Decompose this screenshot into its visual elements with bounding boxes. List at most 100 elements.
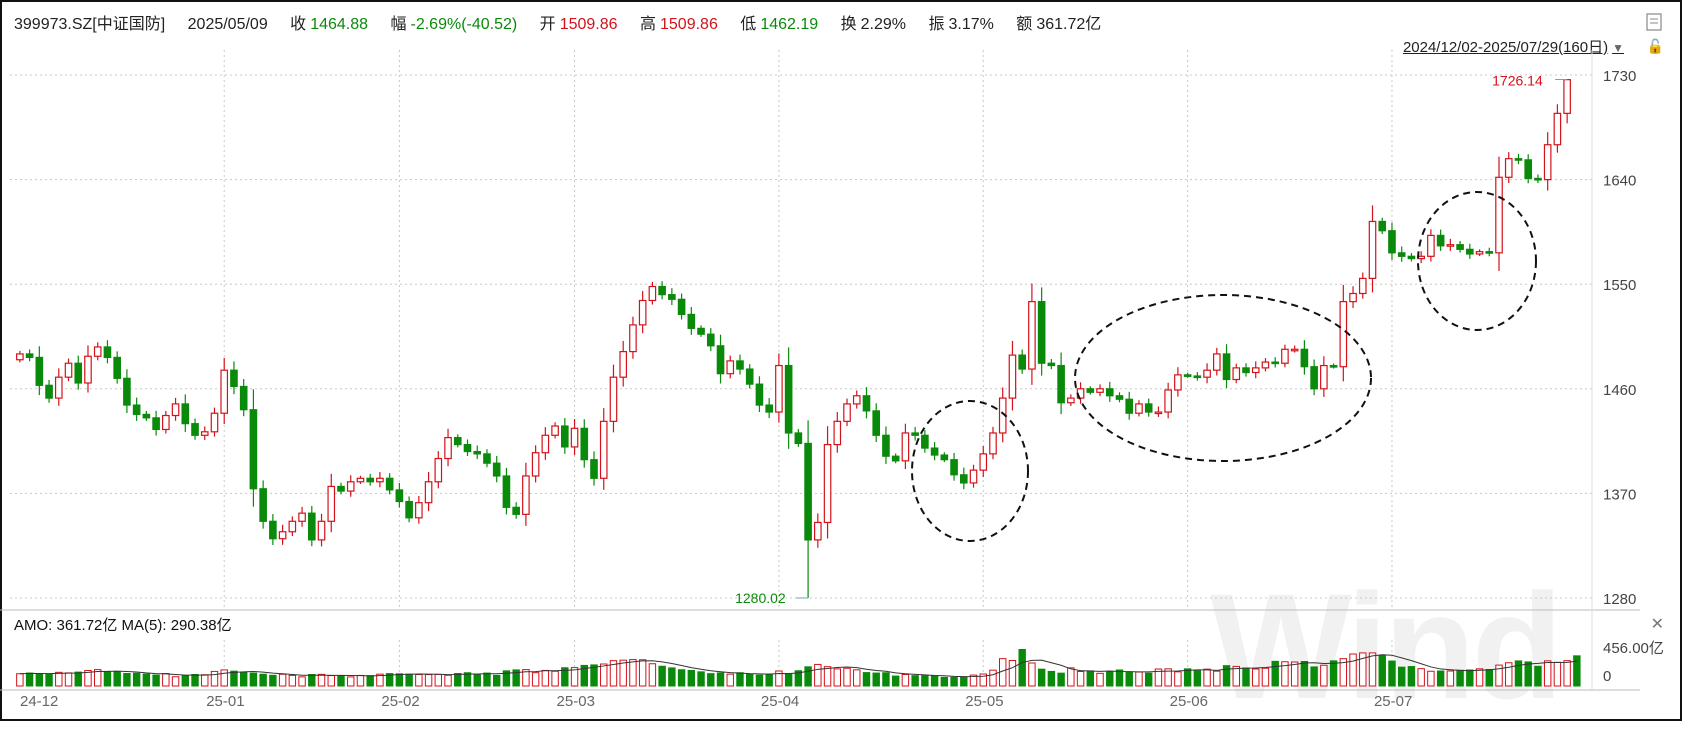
volume-bar <box>707 673 715 687</box>
candle-body <box>561 425 569 448</box>
x-tick-label: 24-12 <box>20 693 58 710</box>
candle <box>230 361 238 395</box>
candle <box>882 426 890 464</box>
candle <box>1495 156 1503 271</box>
candle <box>1212 347 1221 376</box>
candle-body <box>16 353 24 361</box>
volume-bar <box>1436 670 1445 687</box>
volume-bar <box>1456 669 1464 687</box>
volume-bar <box>755 674 764 687</box>
volume-bar <box>152 674 160 687</box>
volume-bar <box>113 671 121 687</box>
change-label: 幅 <box>390 16 407 33</box>
volume-bar <box>512 669 520 687</box>
candle <box>84 345 92 393</box>
volume-bar <box>278 673 287 687</box>
volume-bar <box>1203 668 1211 687</box>
volume-bar <box>94 669 102 687</box>
volume-ma-line <box>19 654 1577 678</box>
candle-body <box>882 434 890 457</box>
candle <box>677 293 686 320</box>
candle <box>395 482 404 508</box>
volume-bar <box>697 671 705 687</box>
candle <box>570 419 579 456</box>
candle-body <box>366 477 375 483</box>
volume-bar <box>736 672 744 687</box>
candle <box>1349 286 1357 308</box>
candle-body <box>1281 348 1289 364</box>
candle <box>512 502 520 519</box>
low-value: 1462.19 <box>760 16 819 33</box>
candle <box>123 369 131 414</box>
candle-body <box>1456 244 1464 250</box>
candle <box>376 472 384 488</box>
candle-body <box>1495 176 1503 254</box>
candle-body <box>1067 397 1075 404</box>
candle-body <box>424 481 433 504</box>
candle-body <box>580 427 589 461</box>
security-code: 399973.SZ[中证国防] <box>14 16 166 33</box>
volume-bar <box>201 674 209 687</box>
volume-bar <box>960 676 968 687</box>
candle-body <box>1047 362 1056 367</box>
candle <box>1563 79 1571 124</box>
volume-bar <box>600 663 608 687</box>
candle <box>191 418 199 440</box>
volume-bar <box>1505 662 1513 687</box>
volume-bar <box>1368 652 1377 687</box>
highlight-ellipse-3 <box>1417 191 1537 331</box>
lock-icon[interactable]: 🔓 <box>1646 38 1664 54</box>
candle-body <box>346 481 355 492</box>
x-tick-label: 25-02 <box>381 693 419 710</box>
date-range-selector[interactable]: 2024/12/02-2025/07/29(160日) ▼ <box>1403 36 1624 57</box>
volume-bar <box>590 664 598 687</box>
candle-body <box>162 414 170 431</box>
candles <box>16 79 1571 598</box>
candle <box>765 398 773 419</box>
candle-body <box>191 423 199 436</box>
volume-bar <box>853 669 861 687</box>
volume-bar <box>1378 654 1386 687</box>
volume-tick-label: 0 <box>1603 668 1611 685</box>
candle-body <box>697 327 705 335</box>
volume-bar <box>1300 661 1309 687</box>
volume-bar <box>376 673 384 687</box>
candle-body <box>658 285 666 296</box>
candle <box>843 398 851 427</box>
volume-bar <box>424 674 433 687</box>
turnover-value: 2.29% <box>860 16 906 33</box>
candle-body <box>103 346 112 359</box>
candle-body <box>745 368 754 385</box>
candle <box>1251 361 1260 379</box>
volume-bar <box>249 672 258 687</box>
candle <box>1242 363 1250 377</box>
candle <box>483 449 491 468</box>
high-label: 高 <box>639 16 656 33</box>
volume-bar <box>843 667 851 687</box>
volume-bar <box>1213 670 1221 687</box>
volume-bar <box>969 674 978 687</box>
candle-body <box>152 417 160 431</box>
volume-bar <box>55 671 63 687</box>
candle-body <box>833 420 842 446</box>
toolbar-icon[interactable] <box>1644 12 1664 32</box>
candle-body <box>453 437 462 446</box>
candle <box>346 475 355 497</box>
candle <box>1378 217 1387 234</box>
volume-bar <box>1086 670 1095 687</box>
volume-bar <box>940 676 949 687</box>
volume-bar <box>677 669 686 687</box>
candle-body <box>35 356 44 386</box>
candle-body <box>541 434 550 454</box>
candle <box>1358 272 1367 299</box>
candle <box>979 445 988 478</box>
candle <box>638 290 647 334</box>
close-icon[interactable]: ✕ <box>1650 616 1664 633</box>
candle-body <box>1504 158 1513 178</box>
candle <box>716 334 725 384</box>
volume-bar <box>823 666 832 687</box>
candle <box>424 472 433 512</box>
candle-body <box>1436 234 1445 247</box>
volume-bar <box>930 675 939 687</box>
y-tick-label: 1280 <box>1603 591 1636 608</box>
